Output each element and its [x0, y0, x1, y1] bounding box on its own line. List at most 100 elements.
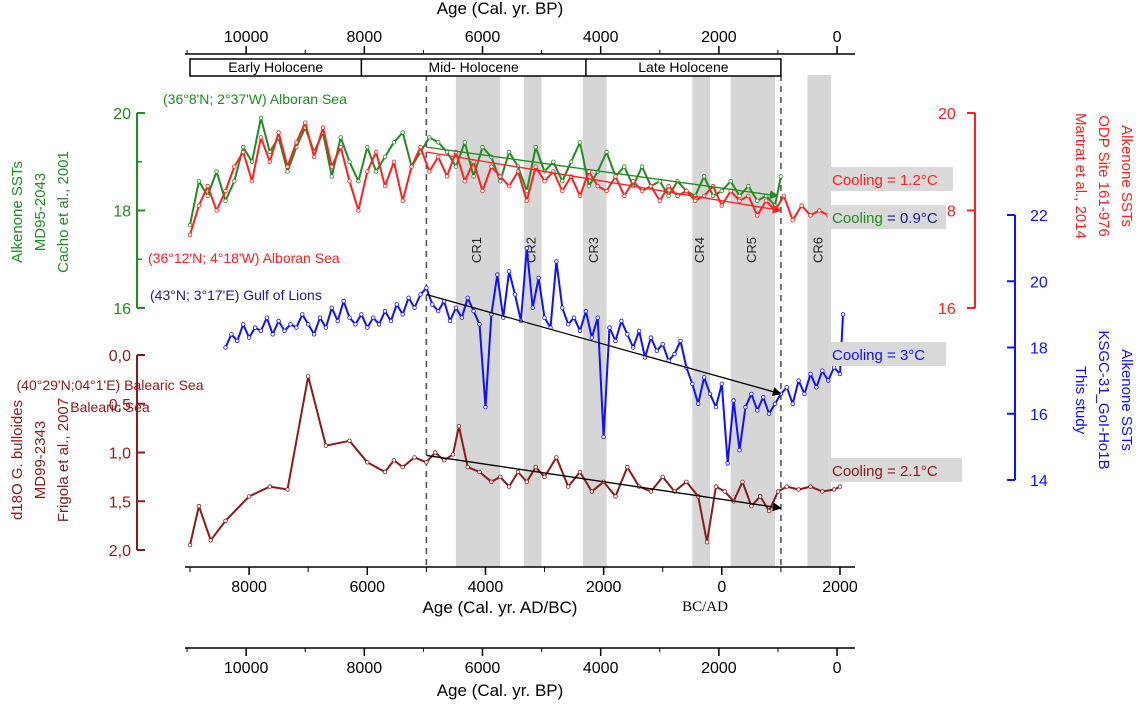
point-green — [746, 183, 751, 189]
cooling-word-2: Cooling — [832, 347, 883, 364]
location-label-green: (36°8'N; 2°37'W) Alboran Sea — [163, 91, 347, 107]
point-red — [631, 178, 636, 184]
green-axis-title-1: MD95-2043 — [32, 173, 49, 251]
bp2-tick-label-4: 2000 — [701, 660, 737, 677]
point-red — [763, 198, 769, 203]
brown-tick-label-0: 0,0 — [109, 348, 131, 365]
point-blue — [619, 318, 624, 324]
point-brown — [524, 479, 529, 484]
point-blue — [826, 378, 831, 383]
point-red — [205, 183, 210, 189]
bp2-tick-label-3: 4000 — [583, 660, 619, 677]
red-tick-label-0: 20 — [938, 106, 956, 123]
point-brown — [187, 542, 193, 548]
point-green — [568, 159, 574, 164]
point-green — [560, 178, 565, 184]
blue-tick-label-4: 14 — [1030, 473, 1048, 490]
point-green — [258, 115, 264, 121]
point-blue — [341, 298, 346, 304]
point-red — [560, 188, 565, 194]
location-label-brown: (40°29'N;04°1'E) Balearic Sea — [17, 377, 204, 393]
point-brown — [347, 438, 352, 443]
point-green — [551, 159, 556, 164]
point-brown — [306, 374, 311, 379]
point-blue — [749, 391, 754, 397]
point-green — [533, 144, 538, 150]
point-blue — [424, 285, 429, 291]
location-label-brown-name: (40°29'N;04°1'E) Balearic Sea — [17, 377, 204, 393]
point-brown — [450, 452, 456, 457]
point-blue — [347, 315, 352, 320]
point-blue — [506, 269, 512, 274]
point-red — [365, 169, 370, 174]
point-green — [480, 144, 485, 150]
point-red — [817, 208, 822, 213]
point-red — [391, 159, 397, 164]
point-green — [719, 188, 724, 194]
cooling-label-0: Cooling = 1.2°C — [832, 172, 938, 189]
bottom-bp-axis: 10000 8000 6000 4000 2000 0 — [185, 647, 855, 677]
point-green — [214, 169, 219, 174]
point-red — [808, 213, 813, 218]
dashed-lines — [425, 75, 782, 567]
top-tick-label-3: 4000 — [583, 29, 619, 46]
point-blue — [571, 315, 577, 320]
point-brown — [784, 484, 789, 489]
point-blue — [235, 338, 240, 344]
top-tick-label-2: 6000 — [465, 29, 501, 46]
brown-tick-label-4: 2,0 — [109, 543, 131, 560]
point-blue — [246, 335, 252, 340]
point-blue — [447, 318, 453, 324]
point-red — [382, 183, 388, 189]
point-red — [595, 183, 600, 189]
point-brown — [796, 487, 801, 492]
point-blue — [636, 328, 642, 334]
point-green — [338, 135, 343, 140]
point-red — [427, 169, 432, 174]
point-brown — [554, 455, 559, 460]
point-red — [639, 188, 645, 194]
point-green — [365, 144, 370, 150]
point-blue — [223, 345, 228, 350]
point-brown — [660, 474, 665, 480]
point-red — [542, 178, 547, 184]
blue-tick-label-0: 22 — [1030, 208, 1048, 225]
period-label-0: Early Holocene — [228, 59, 323, 75]
point-brown — [684, 479, 689, 484]
green-tick-label-0: 20 — [113, 106, 131, 123]
point-blue — [631, 345, 636, 350]
point-green — [778, 174, 784, 179]
point-brown — [441, 458, 447, 463]
point-blue — [761, 395, 766, 400]
point-red — [648, 183, 654, 189]
brown-location-sub: Balearic Sea — [70, 399, 150, 415]
point-brown — [613, 494, 618, 499]
point-blue — [359, 312, 364, 317]
point-green — [223, 198, 228, 203]
point-brown — [713, 484, 719, 489]
point-red — [799, 203, 804, 208]
point-brown — [465, 464, 470, 470]
cooling-box-1 — [828, 205, 946, 229]
brown-tick-label-3: 1,5 — [109, 494, 131, 511]
point-red — [577, 193, 583, 199]
cooling-label-3: Cooling = 2.1°C — [832, 463, 938, 480]
point-blue — [300, 312, 305, 317]
point-green — [755, 198, 760, 203]
point-brown — [391, 458, 397, 463]
point-red — [311, 154, 317, 160]
top-bp-axis: 10000 8000 6000 4000 2000 0 — [185, 29, 855, 55]
point-red — [737, 198, 742, 203]
point-blue — [595, 315, 600, 320]
point-blue — [418, 292, 423, 297]
point-green — [427, 135, 432, 140]
point-blue — [796, 378, 801, 383]
point-brown — [648, 489, 654, 494]
cold-band-label-cr5: CR5 — [744, 237, 759, 263]
cooling-word-3: Cooling — [832, 463, 883, 480]
bottom-tick-label-5: 2000 — [822, 579, 858, 596]
point-green — [356, 178, 361, 184]
point-brown — [542, 474, 547, 480]
green-tick-label-2: 16 — [113, 301, 131, 318]
